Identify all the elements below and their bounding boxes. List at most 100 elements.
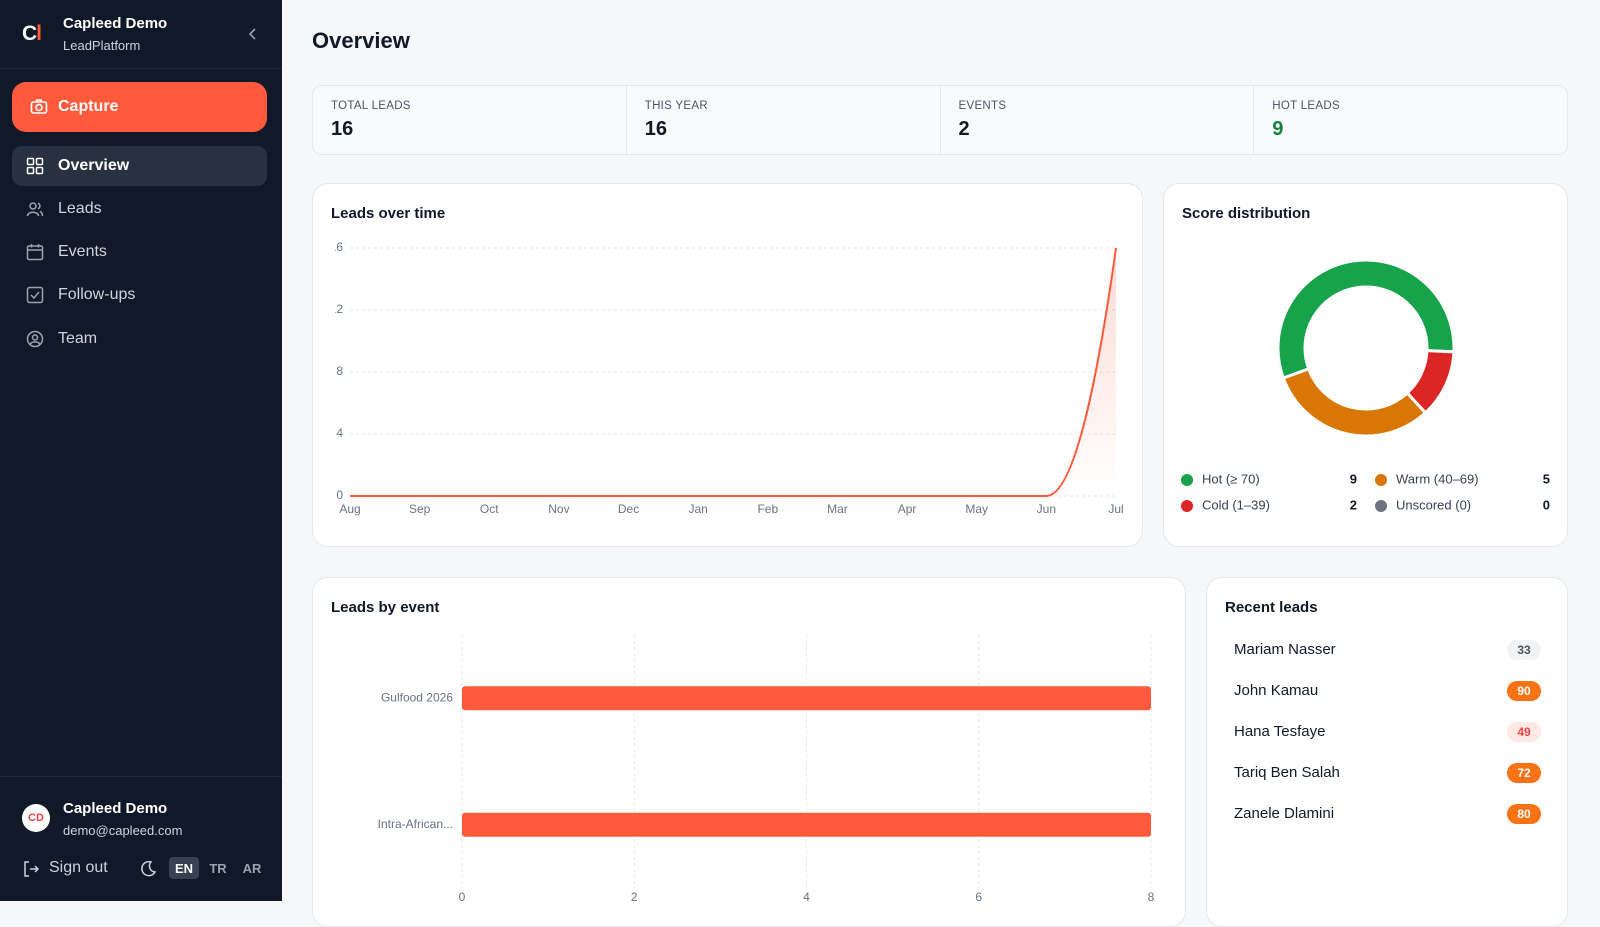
legend-label: Hot (≥ 70) [1202, 471, 1260, 486]
user-email: demo@capleed.com [63, 823, 183, 838]
stat-label: TOTAL LEADS [331, 100, 411, 112]
y-tick-label: Intra-African... [378, 817, 453, 831]
x-tick-label: Nov [548, 502, 569, 516]
org-name: Capleed Demo [63, 15, 168, 32]
lead-name: John Kamau [1234, 682, 1319, 699]
language[interactable]: EN [169, 857, 199, 879]
x-tick-label: Jul [1108, 502, 1123, 516]
donut-chart: Score distribution Hot (≥ 70) 9 Cold (1–39)… [1181, 205, 1550, 512]
x-tick-label: 0 [459, 890, 466, 904]
y-tick-label: 8 [336, 364, 343, 378]
capture-label: Capture [58, 98, 119, 115]
lead-name: Mariam Nasser [1234, 641, 1336, 658]
collapse-button[interactable] [247, 27, 259, 41]
x-tick-label: Feb [757, 502, 778, 516]
camera-icon [30, 99, 48, 114]
nav-icon [26, 157, 44, 175]
bar-card: Leads by event 0 2 4 6 8 Gulfood 2026 Intra-Afr… [312, 577, 1186, 927]
lead-score: 49 [1507, 722, 1541, 742]
legend-label: Warm (40–69) [1396, 471, 1479, 486]
stat: THIS YEAR 16 [627, 86, 941, 154]
nav-item[interactable]: Leads [12, 189, 267, 229]
chart-title: Score distribution [1182, 205, 1310, 222]
donut-segment [1276, 258, 1456, 381]
lead-name: Tariq Ben Salah [1234, 764, 1340, 781]
donut-card: Score distribution Hot (≥ 70) 9 Cold (1–39)… [1163, 183, 1568, 547]
legend-dot [1181, 474, 1193, 486]
lead-score: 80 [1507, 804, 1541, 824]
sign-out-icon [24, 861, 40, 877]
legend-value: 9 [1350, 471, 1357, 486]
recent-title: Recent leads [1225, 599, 1318, 616]
x-tick-label: 8 [1148, 890, 1155, 904]
y-tick-label: 12 [330, 302, 344, 316]
nav-item[interactable]: Team [12, 319, 267, 359]
x-tick-label: Apr [898, 502, 917, 516]
page-title: Overview [312, 28, 410, 53]
nav-item[interactable]: Follow-ups [12, 275, 267, 315]
bar-chart: Leads by event 0 2 4 6 8 Gulfood 2026 Intra-Afr… [331, 599, 1155, 904]
line-card: Leads over time 0 4 8 12 16 Aug Sep Oct Nov Dec Jan… [312, 183, 1143, 547]
nav-label: Events [58, 243, 107, 260]
y-tick-label: 16 [330, 240, 344, 254]
line-chart: Leads over time 0 4 8 12 16 Aug Sep Oct Nov Dec Jan… [330, 205, 1124, 516]
legend-label: Unscored (0) [1396, 497, 1471, 512]
line [349, 247, 1117, 497]
y-tick-label: 4 [336, 426, 343, 440]
x-tick-label: Dec [618, 502, 639, 516]
x-tick-label: Jun [1037, 502, 1056, 516]
nav-icon [26, 286, 44, 304]
legend-value: 2 [1350, 497, 1357, 512]
divider [0, 68, 282, 69]
avatar: CD [22, 804, 50, 832]
logo-c: C [22, 22, 37, 45]
x-tick-label: May [965, 502, 988, 516]
legend-dot [1375, 500, 1387, 512]
capture-button[interactable]: Capture [12, 82, 267, 132]
lead-score: 72 [1507, 763, 1541, 783]
y-axis: 0 4 8 12 16 [330, 240, 344, 502]
nav-icon [26, 244, 44, 261]
stat: EVENTS 2 [941, 86, 1255, 154]
language[interactable]: TR [209, 860, 227, 876]
legend-value: 5 [1543, 471, 1550, 486]
x-tick-label: 4 [803, 890, 810, 904]
nav-item[interactable]: Events [12, 232, 267, 272]
x-tick-label: 2 [631, 890, 638, 904]
stat-label: HOT LEADS [1272, 100, 1340, 112]
y-tick-label: Gulfood 2026 [381, 690, 453, 704]
x-tick-label: 6 [975, 890, 982, 904]
lead-score: 90 [1507, 681, 1541, 701]
chart-title: Leads over time [331, 205, 445, 222]
stat-value: 9 [1272, 118, 1284, 140]
stat-value: 16 [644, 118, 667, 140]
nav-item[interactable]: Overview [12, 146, 267, 186]
x-tick-label: Mar [827, 502, 848, 516]
theme-toggle[interactable] [139, 860, 157, 878]
x-tick-label: Oct [480, 502, 499, 516]
y-tick-label: 0 [336, 488, 343, 502]
logo: Cl [22, 22, 42, 46]
stat: HOT LEADS 9 [1254, 86, 1567, 154]
x-tick-label: Aug [339, 502, 360, 516]
nav-label: Overview [58, 157, 130, 174]
bar [462, 686, 1151, 711]
bar [462, 812, 1151, 837]
stat-label: THIS YEAR [644, 100, 708, 112]
stat-value: 2 [958, 118, 970, 140]
legend-dot [1375, 474, 1387, 486]
nav-icon [26, 202, 44, 217]
stat: TOTAL LEADS 16 [313, 86, 627, 154]
nav-icon [26, 330, 44, 348]
divider [0, 776, 282, 777]
stat-label: EVENTS [958, 100, 1007, 112]
sign-out[interactable]: Sign out [49, 859, 108, 876]
legend-label: Cold (1–39) [1202, 497, 1270, 512]
sidebar: Cl Capleed Demo LeadPlatform Capture Ove… [0, 0, 282, 901]
stat-value: 16 [331, 118, 354, 140]
donut-segment [1281, 366, 1428, 438]
nav-label: Follow-ups [58, 286, 136, 303]
stats: TOTAL LEADS 16 THIS YEAR 16 EVENTS 2 HOT LEADS… [312, 85, 1568, 155]
language[interactable]: AR [242, 860, 262, 876]
